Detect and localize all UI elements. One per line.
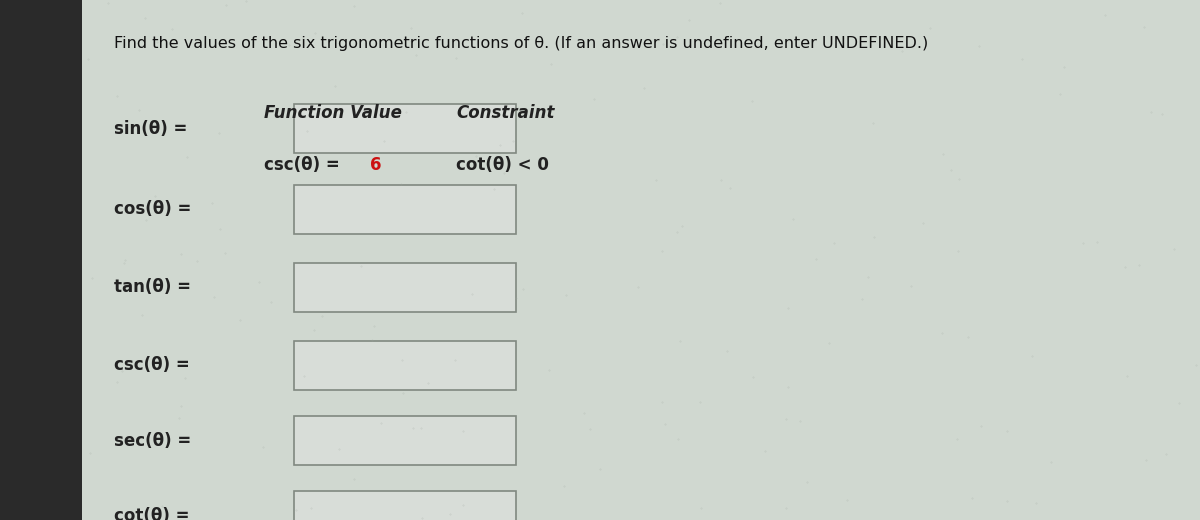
FancyBboxPatch shape xyxy=(0,0,82,520)
FancyBboxPatch shape xyxy=(294,185,516,234)
Text: csc(θ) =: csc(θ) = xyxy=(114,356,190,374)
FancyBboxPatch shape xyxy=(294,341,516,390)
Text: Find the values of the six trigonometric functions of θ. (If an answer is undefi: Find the values of the six trigonometric… xyxy=(114,36,929,51)
Text: cot(θ) < 0: cot(θ) < 0 xyxy=(456,156,548,174)
Text: sec(θ) =: sec(θ) = xyxy=(114,432,191,450)
Text: 6: 6 xyxy=(370,156,382,174)
FancyBboxPatch shape xyxy=(82,0,1200,520)
FancyBboxPatch shape xyxy=(294,416,516,465)
Text: Constraint: Constraint xyxy=(456,104,554,122)
Text: cos(θ) =: cos(θ) = xyxy=(114,200,191,218)
Text: Function Value: Function Value xyxy=(264,104,402,122)
Text: csc(θ) =: csc(θ) = xyxy=(264,156,346,174)
FancyBboxPatch shape xyxy=(294,263,516,312)
Text: sin(θ) =: sin(θ) = xyxy=(114,120,187,138)
Text: tan(θ) =: tan(θ) = xyxy=(114,278,191,296)
FancyBboxPatch shape xyxy=(294,491,516,520)
Text: cot(θ) =: cot(θ) = xyxy=(114,507,190,520)
FancyBboxPatch shape xyxy=(294,104,516,153)
